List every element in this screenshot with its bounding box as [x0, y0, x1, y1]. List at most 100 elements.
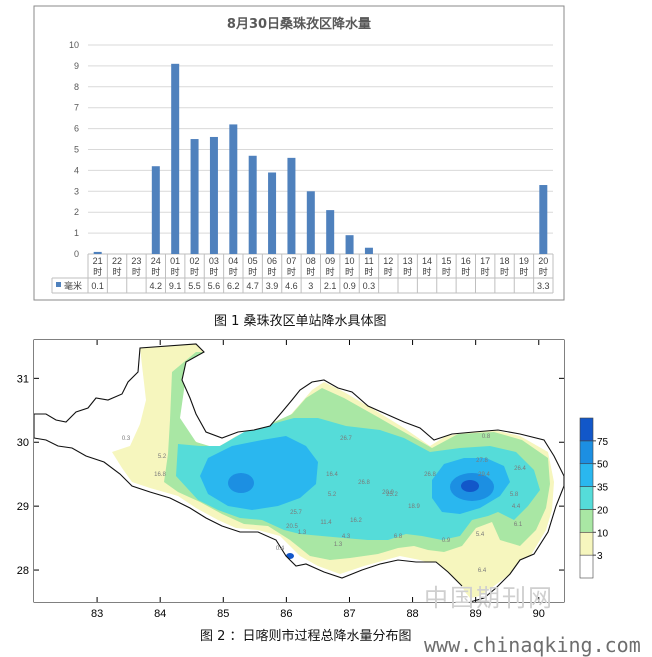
station-value: 1.3: [298, 530, 307, 536]
bar: [539, 185, 548, 254]
bar: [229, 124, 238, 254]
x-tick-label: 时: [326, 266, 335, 278]
x-tick-label: 08: [306, 256, 316, 266]
colorbar-label: 35: [597, 483, 609, 494]
station-value: 26.8: [424, 472, 436, 478]
x-tick-label: 时: [268, 266, 277, 278]
station-value: 11.4: [320, 520, 332, 526]
x-tick-label: 12: [383, 256, 393, 266]
x-tick-label: 09: [325, 256, 335, 266]
bar: [190, 139, 199, 254]
x-tick-label: 时: [209, 266, 218, 278]
y-tick-label: 1: [74, 228, 79, 238]
colorbar-label: 75: [597, 437, 609, 448]
bar: [151, 166, 160, 254]
bar: [287, 157, 296, 254]
station-value: 20.9: [382, 490, 394, 496]
x-tick-label: 19: [519, 256, 529, 266]
station-value: 20.5: [286, 524, 298, 530]
station-value: 25.2: [386, 492, 398, 498]
station-value: 16.8: [154, 472, 166, 478]
x-tick-label: 时: [461, 266, 470, 278]
y-tick-label: 9: [74, 61, 79, 71]
x-tick-label: 时: [345, 266, 354, 278]
watermark-line2: www.chinaqking.com: [424, 633, 641, 657]
y-tick-label: 31: [17, 373, 29, 385]
y-tick-label: 30: [17, 437, 29, 449]
x-tick-label: 11: [364, 256, 373, 266]
x-tick-label: 15: [441, 256, 451, 266]
station-value: 26.8: [358, 480, 370, 486]
x-tick-label: 06: [267, 256, 277, 266]
x-tick-label: 时: [132, 266, 141, 278]
station-value: 18.9: [408, 504, 420, 510]
x-tick-label: 时: [287, 266, 296, 278]
data-label: 9.1: [169, 281, 182, 291]
colorbar-segment: [579, 509, 594, 533]
station-values: 0.3 5.2 16.8 26.7 16.4 26.8 20.9 26.8 25.2 18.9 25…: [122, 434, 527, 574]
y-tick-label: 10: [69, 40, 79, 50]
colorbar-segment: [579, 440, 594, 465]
station-value: 4.3: [342, 534, 351, 540]
colorbar-segment: [579, 531, 594, 556]
x-tick-label: 时: [539, 266, 548, 278]
x-tick-label: 24: [151, 256, 161, 266]
station-value: 26.4: [514, 466, 526, 472]
station-value: 5.8: [510, 492, 519, 498]
x-tick-label: 18: [500, 256, 510, 266]
colorbar-segment: [579, 417, 594, 442]
colorbar: 3 10 20 35 50 75: [579, 417, 609, 579]
x-tick-label: 02: [190, 256, 200, 266]
x-tick-label: 20: [538, 256, 548, 266]
x-tick-label: 16: [461, 256, 471, 266]
x-tick-label: 时: [93, 266, 102, 278]
x-tick-label: 时: [481, 266, 490, 278]
colorbar-segment: [579, 554, 594, 579]
data-label: 5.6: [208, 281, 221, 291]
data-label: 5.5: [188, 281, 201, 291]
y-tick-label: 3: [74, 186, 79, 196]
figure1-caption: 图 1 桑珠孜区单站降水具体图: [214, 314, 387, 329]
y-tick-label: 2: [74, 207, 79, 217]
data-label: 4.2: [150, 281, 163, 291]
zone-75mm-core: [461, 480, 479, 492]
station-value: 6.4: [478, 568, 487, 574]
x-tick-label: 时: [151, 266, 160, 278]
x-tick-label: 时: [519, 266, 528, 278]
x-tick-label: 85: [217, 608, 229, 620]
bars: [93, 63, 548, 255]
y-tick-label: 5: [74, 145, 79, 155]
bar: [306, 191, 315, 254]
x-tick-label: 时: [248, 266, 257, 278]
zone-50-75mm-west: [228, 473, 254, 493]
x-tick-label: 14: [422, 256, 432, 266]
colorbar-label: 20: [597, 505, 609, 516]
x-tick-label: 10: [345, 256, 355, 266]
colorbar-label: 3: [597, 551, 603, 562]
station-value: 5.2: [328, 492, 337, 498]
legend-label: 毫米: [64, 280, 82, 292]
legend-swatch: [56, 282, 61, 287]
region-boundary: [33, 343, 565, 603]
station-value: 26.7: [340, 436, 352, 442]
station-value: 0.9: [442, 538, 451, 544]
x-tick-label: 01: [170, 256, 180, 266]
x-tick-label: 21: [93, 256, 103, 266]
colorbar-segment: [579, 486, 594, 510]
colorbar-label: 10: [597, 528, 609, 539]
data-label: 3: [308, 281, 313, 291]
station-value: 16.2: [350, 518, 362, 524]
x-tick-label: 时: [384, 266, 393, 278]
data-label: 4.6: [285, 281, 298, 291]
y-tick-label: 4: [74, 165, 79, 175]
x-tick-label: 22: [112, 256, 122, 266]
x-tick-label: 时: [364, 266, 373, 278]
outside-mask-north: [34, 340, 564, 476]
station-value: 0.8: [482, 434, 491, 440]
data-label: 0.3: [363, 281, 376, 291]
bar: [171, 63, 180, 255]
x-tick-label: 时: [306, 266, 315, 278]
y-tick-labels: 0 1 2 3 4 5 6 7 8 9 10: [69, 40, 79, 259]
outside-mask-south: [34, 438, 564, 602]
